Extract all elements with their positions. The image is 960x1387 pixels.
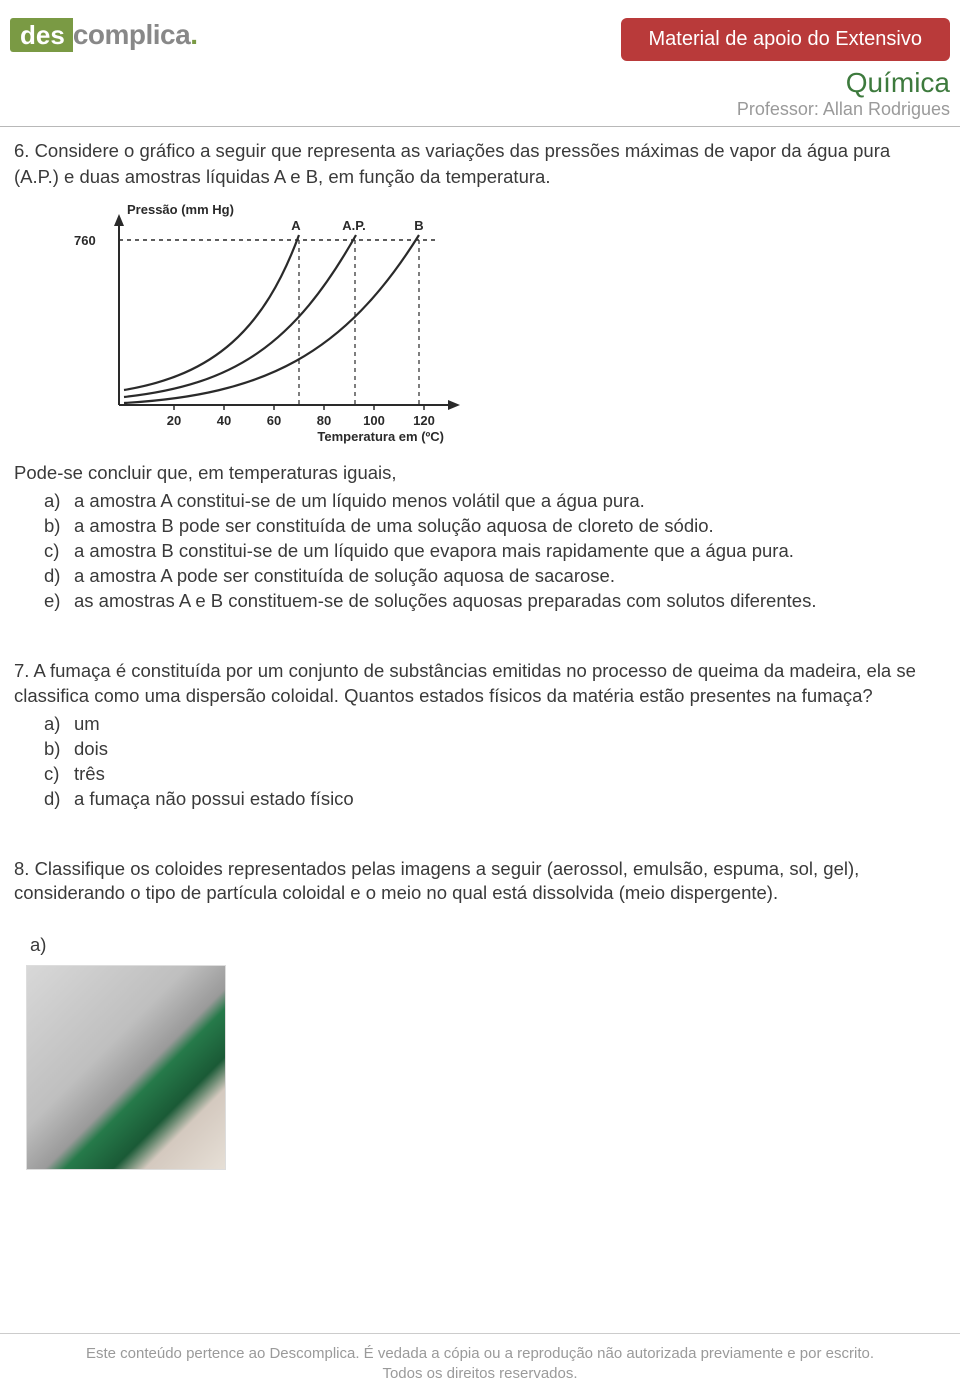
opt-label: b) (44, 514, 66, 538)
q6-prompt-line2: (A.P.) e duas amostras líquidas A e B, e… (14, 165, 946, 189)
content-area: 6. Considere o gráfico a seguir que repr… (0, 127, 960, 1170)
question-7: 7. A fumaça é constituída por um conjunt… (14, 659, 946, 810)
svg-text:100: 100 (363, 413, 385, 428)
opt-label: a) (44, 712, 66, 736)
footer-line1: Este conteúdo pertence ao Descomplica. É… (40, 1344, 920, 1364)
opt-text: a amostra B constitui-se de um líquido q… (74, 539, 794, 563)
professor-line: Professor: Allan Rodrigues (621, 99, 951, 120)
svg-text:Pressão (mm Hg): Pressão (mm Hg) (127, 202, 234, 217)
opt-text: a amostra B pode ser constituída de uma … (74, 514, 714, 538)
material-banner: Material de apoio do Extensivo (621, 18, 951, 61)
q7-options: a) um b) dois c) três d) a fumaça não possui… (14, 712, 946, 811)
svg-text:80: 80 (317, 413, 331, 428)
opt-text: três (74, 762, 105, 786)
svg-text:760: 760 (74, 233, 96, 248)
page-footer: Este conteúdo pertence ao Descomplica. É… (0, 1333, 960, 1387)
opt-label: e) (44, 589, 66, 613)
svg-text:20: 20 (167, 413, 181, 428)
q7-prompt: 7. A fumaça é constituída por um conjunt… (14, 659, 946, 707)
opt-label: c) (44, 539, 66, 563)
vapor-pressure-chart: Pressão (mm Hg) 760 20 40 60 80 100 120Temperat… (64, 195, 946, 451)
q7-opt-d: d) a fumaça não possui estado físico (44, 787, 946, 811)
q8-prompt: 8. Classifique os coloides representados… (14, 857, 946, 905)
chart-svg: Pressão (mm Hg) 760 20 40 60 80 100 120Temperat… (64, 195, 484, 445)
opt-label: c) (44, 762, 66, 786)
header-right: Material de apoio do Extensivo Química P… (621, 18, 951, 120)
q6-opt-d: d) a amostra A pode ser constituída de so… (44, 564, 946, 588)
q7-opt-a: a) um (44, 712, 946, 736)
page-header: des complica . Material de apoio do Exte… (0, 0, 960, 127)
q6-opt-a: a) a amostra A constitui-se de um líquido… (44, 489, 946, 513)
svg-text:A.P.: A.P. (342, 218, 366, 233)
question-8: 8. Classifique os coloides representados… (14, 857, 946, 1170)
q6-opt-c: c) a amostra B constitui-se de um líquido… (44, 539, 946, 563)
opt-text: dois (74, 737, 108, 761)
q6-options: a) a amostra A constitui-se de um líquido… (14, 489, 946, 613)
opt-text: as amostras A e B constituem-se de soluç… (74, 589, 816, 613)
logo-rest-text: complica (73, 19, 190, 51)
opt-text: a fumaça não possui estado físico (74, 787, 354, 811)
q6-opt-e: e) as amostras A e B constituem-se de sol… (44, 589, 946, 613)
q8-sub-label: a) (14, 933, 946, 957)
svg-text:60: 60 (267, 413, 281, 428)
q6-opt-b: b) a amostra B pode ser constituída de um… (44, 514, 946, 538)
svg-text:40: 40 (217, 413, 231, 428)
opt-label: b) (44, 737, 66, 761)
svg-text:120: 120 (413, 413, 435, 428)
svg-text:B: B (414, 218, 423, 233)
q7-opt-c: c) três (44, 762, 946, 786)
logo-dot: . (190, 19, 198, 51)
q6-prompt-line1: 6. Considere o gráfico a seguir que repr… (14, 139, 946, 163)
svg-text:Temperatura em (ºC): Temperatura em (ºC) (317, 429, 444, 444)
opt-label: d) (44, 564, 66, 588)
opt-text: a amostra A pode ser constituída de solu… (74, 564, 615, 588)
opt-label: d) (44, 787, 66, 811)
subject-title: Química (621, 67, 951, 99)
opt-text: um (74, 712, 100, 736)
opt-text: a amostra A constitui-se de um líquido m… (74, 489, 645, 513)
q7-opt-b: b) dois (44, 737, 946, 761)
question-6: 6. Considere o gráfico a seguir que repr… (14, 139, 946, 613)
q8-image-a (26, 965, 226, 1170)
logo: des complica . (10, 18, 198, 52)
q6-post-chart: Pode-se concluir que, em temperaturas ig… (14, 461, 946, 485)
opt-label: a) (44, 489, 66, 513)
logo-boxed-text: des (10, 18, 73, 52)
footer-line2: Todos os direitos reservados. (40, 1364, 920, 1384)
svg-text:A: A (291, 218, 301, 233)
